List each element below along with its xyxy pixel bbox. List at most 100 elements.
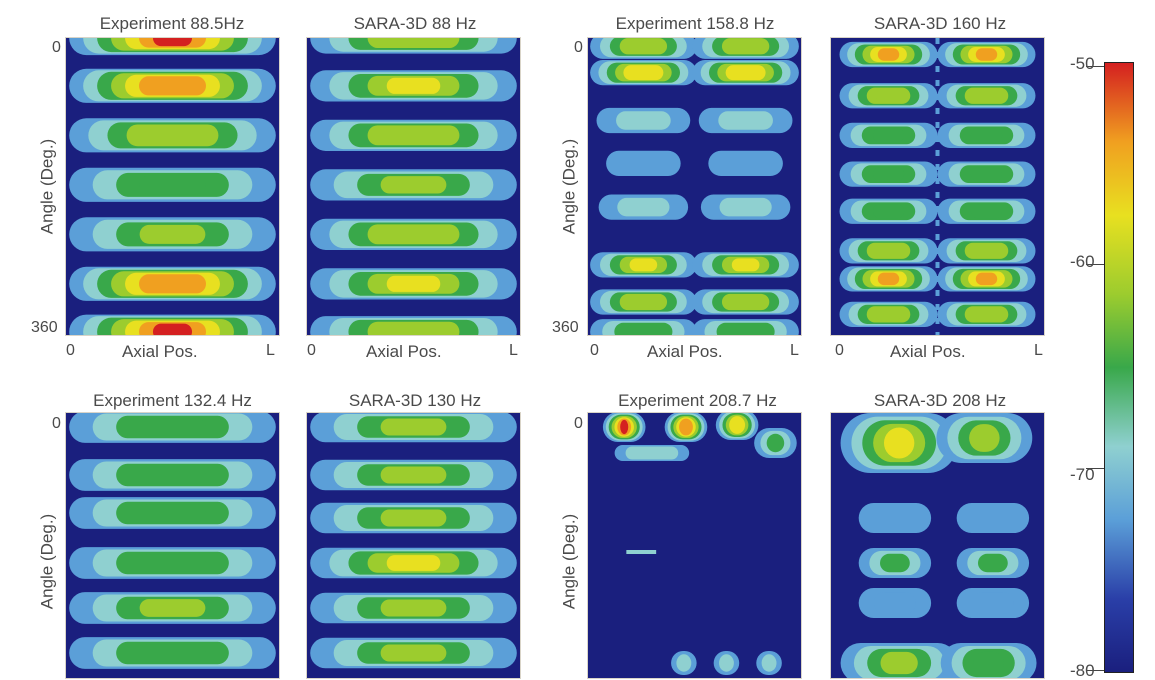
colorbar (1104, 62, 1134, 673)
cell-right-0 (956, 503, 1030, 533)
heatmap-panel-3 (587, 37, 802, 336)
y-tick-0-p7: 0 (574, 415, 583, 432)
contour-ring (731, 258, 760, 272)
cell-right-2 (698, 107, 793, 134)
contour-ring (872, 204, 905, 219)
contour-ring (875, 89, 902, 103)
contour-ring (152, 38, 193, 47)
heatmap-panel-7 (587, 412, 802, 679)
band-6 (69, 314, 276, 335)
contour-ring (872, 128, 905, 143)
contour-ring (380, 176, 447, 194)
heatmap-panel-8 (830, 412, 1045, 679)
band-1 (69, 459, 276, 491)
y-axis-label-bottom-left: Angle (Deg.) (37, 513, 57, 610)
colorbar-label-minus-70: -70 (1070, 465, 1095, 484)
contour-ring (380, 599, 447, 617)
y-tick-360-p1: 360 (31, 319, 58, 336)
contour-ring (139, 466, 206, 484)
cell-left-2 (839, 122, 938, 148)
cell-right-5 (692, 252, 799, 278)
bottom-spot-0 (671, 651, 697, 675)
contour-ring (386, 38, 441, 47)
contour-ring (766, 433, 785, 453)
cell-left-2 (596, 107, 691, 134)
contour-ring (872, 167, 905, 182)
cell-left-2 (858, 588, 932, 618)
contour-ring (975, 48, 998, 61)
contour-ring (617, 197, 670, 217)
title-sara-88hz: SARA-3D 88 Hz (353, 14, 477, 33)
contour-ring (380, 418, 447, 436)
x-tick-0-p2: 0 (307, 342, 316, 359)
contour-ring (139, 175, 206, 195)
contour-ring (708, 150, 783, 177)
contour-ring (145, 126, 200, 145)
contour-ring (718, 111, 773, 130)
bottom-spot-2 (756, 651, 782, 675)
band-4 (69, 592, 276, 624)
cell-left-1 (590, 60, 697, 86)
cell-left-0 (839, 41, 938, 68)
contour-ring (152, 323, 193, 335)
y-axis-label-top-right: Angle (Deg.) (559, 138, 579, 235)
y-tick-0-p3: 0 (574, 39, 583, 56)
cell-right-1 (937, 83, 1036, 109)
contour-ring (616, 111, 671, 130)
contour-ring (139, 504, 206, 522)
heatmap-panel-6 (306, 412, 521, 679)
contour-ring (629, 39, 658, 53)
band-1 (310, 459, 517, 491)
y-tick-0-p5: 0 (52, 415, 61, 432)
y-axis-label-top-left: Angle (Deg.) (37, 138, 57, 235)
contour-ring (152, 77, 193, 94)
cell-right-6 (937, 266, 1036, 292)
cell-left-1 (839, 83, 938, 109)
x-tick-l-p2: L (509, 342, 518, 359)
heatmap-panel-4 (830, 37, 1045, 336)
cell-right-4 (937, 198, 1036, 224)
band-4 (310, 592, 517, 624)
cell-left-3 (839, 161, 938, 187)
colorbar-label-minus-60: -60 (1070, 252, 1095, 271)
band-4 (69, 217, 276, 252)
band-3 (69, 547, 276, 579)
colorbar-label-minus-50: -50 (1070, 54, 1095, 73)
cell-left-7 (839, 301, 938, 327)
colorbar-tick (1086, 264, 1104, 265)
hotspot-1 (664, 413, 708, 442)
contour-ring (873, 592, 917, 614)
contour-ring (386, 275, 441, 292)
title-sara-160hz: SARA-3D 160 Hz (873, 14, 1007, 33)
contour-ring (761, 654, 777, 672)
band-5 (69, 637, 276, 669)
contour-ring (139, 224, 206, 244)
contour-ring (718, 654, 734, 672)
contour-ring (971, 592, 1015, 614)
contour-ring (606, 150, 681, 177)
contour-ring (969, 424, 1000, 452)
x-tick-l-p4: L (1034, 342, 1043, 359)
band-2 (310, 119, 517, 151)
x-axis-label-p1: Axial Pos. (122, 342, 198, 361)
heatmap-panel-5 (65, 412, 280, 679)
bottom-spot-1 (713, 651, 740, 675)
contour-ring (719, 197, 772, 217)
band-4 (310, 218, 517, 250)
contour-ring (970, 128, 1003, 143)
contour-ring (973, 89, 1000, 103)
contour-ring (973, 244, 1000, 258)
hotspot-2 (715, 413, 759, 440)
cell-left-6 (839, 266, 938, 292)
x-axis-label-p3: Axial Pos. (647, 342, 723, 361)
contour-ring (386, 127, 441, 144)
contour-ring (380, 466, 447, 484)
contour-ring (732, 417, 742, 433)
x-tick-l-p1: L (266, 342, 275, 359)
x-axis-label-p2: Axial Pos. (366, 342, 442, 361)
contour-ring (629, 295, 658, 309)
cell-right-2 (937, 122, 1036, 148)
contour-ring (380, 644, 447, 662)
contour-ring (139, 644, 206, 662)
contour-ring (956, 503, 1030, 533)
